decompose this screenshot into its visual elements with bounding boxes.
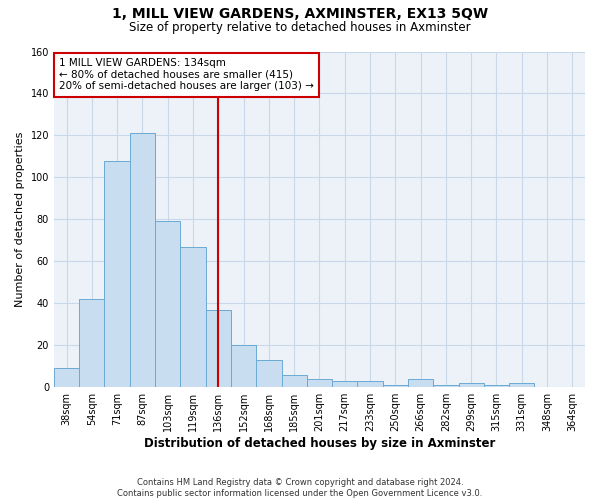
Bar	[484, 385, 509, 387]
Y-axis label: Number of detached properties: Number of detached properties	[15, 132, 25, 307]
Bar	[206, 310, 231, 387]
Bar	[332, 381, 358, 387]
Bar	[130, 134, 155, 387]
Bar	[256, 360, 281, 387]
Bar	[281, 374, 307, 387]
Bar	[433, 385, 458, 387]
Bar	[79, 299, 104, 387]
Bar	[231, 345, 256, 387]
Bar	[458, 383, 484, 387]
Bar	[383, 385, 408, 387]
Bar	[358, 381, 383, 387]
Text: 1, MILL VIEW GARDENS, AXMINSTER, EX13 5QW: 1, MILL VIEW GARDENS, AXMINSTER, EX13 5Q…	[112, 8, 488, 22]
Text: 1 MILL VIEW GARDENS: 134sqm
← 80% of detached houses are smaller (415)
20% of se: 1 MILL VIEW GARDENS: 134sqm ← 80% of det…	[59, 58, 314, 92]
Bar	[104, 160, 130, 387]
X-axis label: Distribution of detached houses by size in Axminster: Distribution of detached houses by size …	[144, 437, 495, 450]
Bar	[307, 379, 332, 387]
Text: Contains HM Land Registry data © Crown copyright and database right 2024.
Contai: Contains HM Land Registry data © Crown c…	[118, 478, 482, 498]
Bar	[408, 379, 433, 387]
Text: Size of property relative to detached houses in Axminster: Size of property relative to detached ho…	[129, 21, 471, 34]
Bar	[155, 222, 181, 387]
Bar	[181, 246, 206, 387]
Bar	[54, 368, 79, 387]
Bar	[509, 383, 535, 387]
